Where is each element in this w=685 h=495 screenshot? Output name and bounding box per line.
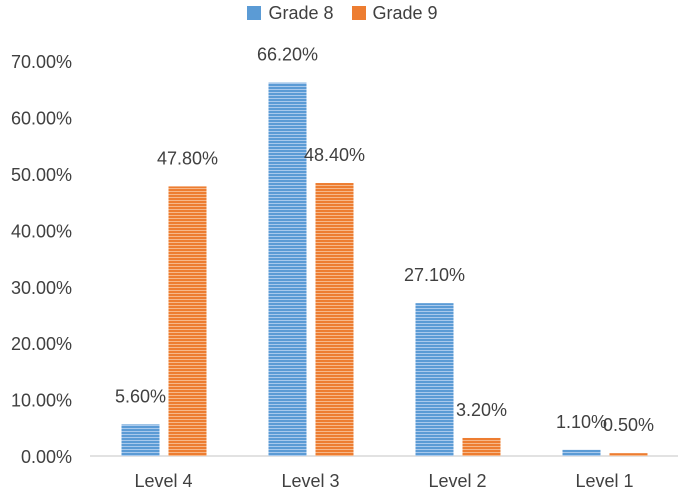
data-label-grade-9-level-4: 47.80% [157, 148, 218, 168]
bar-grade-9-level-3 [315, 183, 354, 457]
bar-grade-9-level-4 [168, 186, 207, 456]
x-tick-label: Level 2 [428, 471, 486, 491]
x-tick-label: Level 1 [575, 471, 633, 491]
y-tick-label: 70.00% [11, 52, 72, 72]
y-tick-label: 10.00% [11, 391, 72, 411]
bar-grade-8-level-4 [121, 424, 160, 456]
legend-item-grade-9: Grade 9 [351, 2, 438, 24]
data-label-grade-9-level-1: 0.50% [603, 415, 654, 435]
legend-swatch-grade-8 [247, 6, 262, 20]
data-label-grade-9-level-2: 3.20% [456, 400, 507, 420]
x-tick-label: Level 4 [134, 471, 192, 491]
y-tick-label: 50.00% [11, 165, 72, 185]
y-tick-label: 40.00% [11, 221, 72, 241]
chart-legend: Grade 8 Grade 9 [0, 0, 685, 26]
data-label-grade-8-level-3: 66.20% [257, 45, 318, 65]
legend-label-grade-8: Grade 8 [268, 2, 334, 23]
y-tick-label: 20.00% [11, 334, 72, 354]
x-tick-label: Level 3 [281, 471, 339, 491]
bar-grade-8-level-3 [268, 82, 307, 456]
y-tick-label: 0.00% [21, 447, 72, 467]
bar-grade-9-level-1 [609, 453, 648, 456]
data-label-grade-8-level-1: 1.10% [556, 412, 607, 432]
legend-swatch-grade-9 [351, 6, 366, 20]
data-label-grade-8-level-4: 5.60% [115, 386, 166, 406]
data-label-grade-9-level-3: 48.40% [304, 145, 365, 165]
legend-item-grade-8: Grade 8 [247, 2, 334, 24]
data-label-grade-8-level-2: 27.10% [404, 265, 465, 285]
legend-label-grade-9: Grade 9 [372, 2, 438, 23]
bar-grade-8-level-1 [562, 449, 601, 456]
bar-grade-8-level-2 [415, 303, 454, 456]
bar-grade-9-level-2 [462, 437, 501, 456]
y-tick-label: 60.00% [11, 109, 72, 129]
y-tick-label: 30.00% [11, 278, 72, 298]
